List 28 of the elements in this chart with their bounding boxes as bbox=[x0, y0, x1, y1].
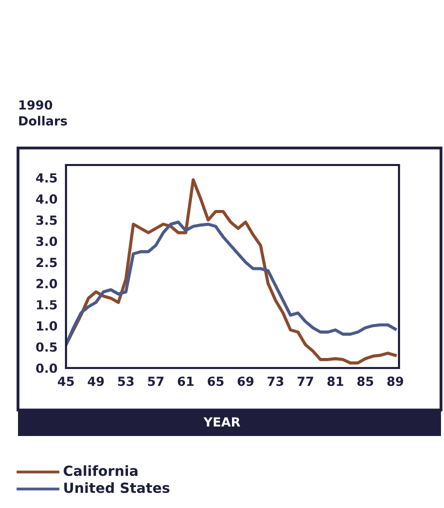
x-tick-label: 73 bbox=[268, 376, 284, 386]
y-tick-label: 2.5 bbox=[36, 258, 57, 268]
x-tick-label: 81 bbox=[327, 376, 344, 386]
y-tick-label: 2.0 bbox=[36, 278, 58, 288]
x-axis-title: YEAR bbox=[203, 417, 240, 426]
x-tick-label: 45 bbox=[58, 376, 74, 386]
x-tick-label: 89 bbox=[387, 376, 404, 386]
x-tick-label: 85 bbox=[357, 376, 374, 386]
y-tick-label: 4.5 bbox=[36, 173, 57, 183]
y-axis-title: 1990 Dollars bbox=[19, 100, 67, 126]
y-tick-label: 0.5 bbox=[36, 342, 57, 352]
line-series bbox=[66, 220, 397, 346]
legend-label: United States bbox=[64, 482, 170, 494]
y-tick-label: 0.0 bbox=[36, 363, 58, 373]
y-tick-label: 1.0 bbox=[36, 321, 58, 331]
y-tick-label: 4.0 bbox=[36, 194, 58, 204]
x-tick-label: 53 bbox=[118, 376, 134, 386]
x-tick-label: 69 bbox=[238, 376, 254, 386]
y-tick-label: 3.0 bbox=[36, 236, 58, 246]
x-tick-label: 61 bbox=[178, 376, 194, 386]
x-tick-label: 65 bbox=[208, 376, 224, 386]
x-tick-label: 77 bbox=[298, 376, 314, 386]
y-tick-label: 1.5 bbox=[36, 300, 57, 310]
x-tick-label: 57 bbox=[148, 376, 164, 386]
line-series bbox=[66, 178, 397, 364]
x-tick-label: 49 bbox=[88, 376, 104, 386]
legend-label: California bbox=[64, 465, 138, 476]
y-tick-label: 3.5 bbox=[36, 215, 57, 225]
